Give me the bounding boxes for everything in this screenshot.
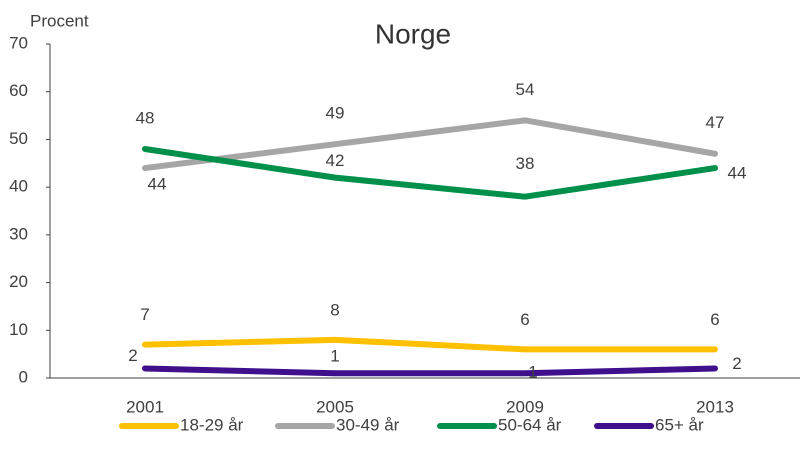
data-label: 47 xyxy=(706,113,725,132)
data-label: 1 xyxy=(528,363,537,382)
y-tick-label: 60 xyxy=(9,81,28,100)
y-tick-label: 30 xyxy=(9,224,28,243)
x-tick-label: 2013 xyxy=(696,397,734,416)
chart-title: Norge xyxy=(375,18,451,49)
x-tick-label: 2009 xyxy=(506,397,544,416)
x-tick-label: 2001 xyxy=(126,397,164,416)
legend-label: 18-29 år xyxy=(180,415,244,434)
data-label: 44 xyxy=(148,175,167,194)
data-label: 48 xyxy=(136,108,155,127)
legend-label: 50-64 år xyxy=(498,415,562,434)
y-tick-label: 70 xyxy=(9,33,28,52)
x-tick-label: 2005 xyxy=(316,397,354,416)
line-series xyxy=(142,336,718,353)
y-tick-label: 10 xyxy=(9,320,28,339)
y-tick-label: 0 xyxy=(19,367,28,386)
data-label: 7 xyxy=(140,305,149,324)
y-tick-label: 40 xyxy=(9,177,28,196)
data-label: 2 xyxy=(128,346,137,365)
data-label: 1 xyxy=(330,347,339,366)
data-label: 2 xyxy=(732,354,741,373)
legend-label: 30-49 år xyxy=(336,415,400,434)
y-axis-label: Procent xyxy=(30,11,89,30)
y-tick-label: 20 xyxy=(9,272,28,291)
line-series xyxy=(142,145,718,200)
data-label: 44 xyxy=(728,164,747,183)
data-label: 42 xyxy=(326,151,345,170)
data-label: 6 xyxy=(520,310,529,329)
line-series xyxy=(142,117,718,172)
y-tick-label: 50 xyxy=(9,129,28,148)
data-label: 6 xyxy=(710,310,719,329)
data-label: 8 xyxy=(330,300,339,319)
data-label: 49 xyxy=(326,104,345,123)
legend-label: 65+ år xyxy=(655,415,704,434)
data-label: 54 xyxy=(516,80,535,99)
data-label: 38 xyxy=(516,154,535,173)
line-series xyxy=(142,365,718,377)
